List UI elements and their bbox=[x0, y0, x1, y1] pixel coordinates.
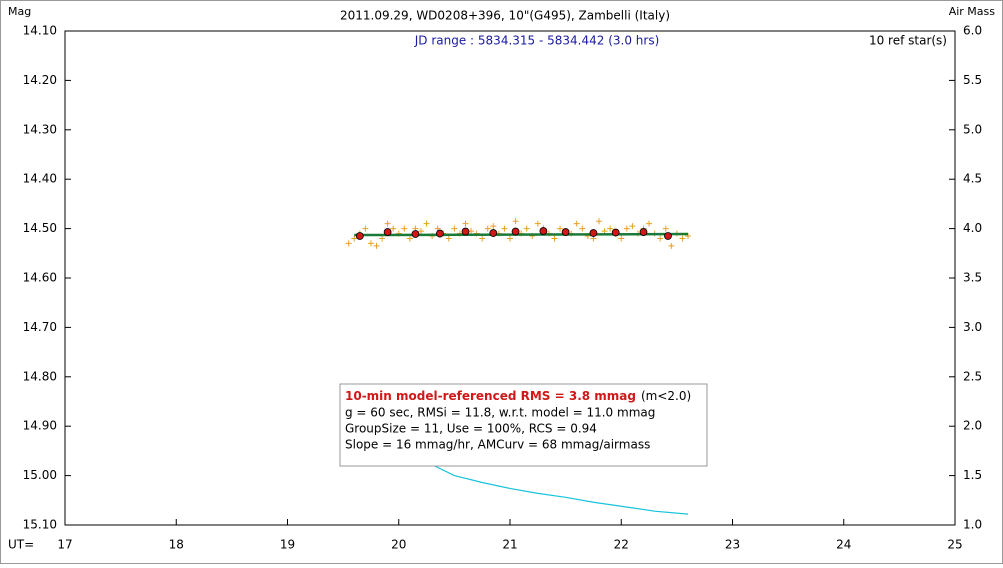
plus-point bbox=[534, 220, 541, 227]
y-tick-label: 14.90 bbox=[23, 419, 57, 433]
plus-point bbox=[401, 225, 408, 232]
plus-point bbox=[512, 218, 519, 225]
plus-point bbox=[646, 220, 653, 227]
plus-point bbox=[445, 235, 452, 242]
plus-point bbox=[462, 220, 469, 227]
bin-point bbox=[611, 228, 620, 237]
plus-point bbox=[668, 242, 675, 249]
jd-range: JD range : 5834.315 - 5834.442 (3.0 hrs) bbox=[414, 34, 660, 48]
plus-point bbox=[523, 225, 530, 232]
bin-point bbox=[539, 227, 548, 235]
plus-point bbox=[685, 233, 691, 240]
bin-point bbox=[436, 229, 444, 238]
plus-point bbox=[345, 240, 352, 247]
y2-tick-label: 5.5 bbox=[963, 73, 982, 87]
plus-point bbox=[557, 225, 564, 232]
x-tick-label: 17 bbox=[57, 538, 72, 552]
plus-point bbox=[423, 220, 430, 227]
y-tick-label: 15.00 bbox=[23, 468, 57, 482]
y-tick-label: 15.10 bbox=[23, 518, 57, 532]
ref-stars: 10 ref star(s) bbox=[869, 34, 947, 48]
y2-tick-label: 1.5 bbox=[963, 468, 982, 482]
plus-point bbox=[573, 220, 580, 227]
plus-point bbox=[579, 225, 586, 232]
y2-axis-label: Air Mass bbox=[949, 5, 996, 18]
stats-line: g = 60 sec, RMSi = 11.8, w.r.t. model = … bbox=[345, 406, 655, 420]
stats-line: GroupSize = 11, Use = 100%, RCS = 0.94 bbox=[345, 422, 597, 436]
bin-point bbox=[383, 228, 392, 236]
plus-point bbox=[657, 235, 664, 242]
plus-point bbox=[484, 225, 491, 232]
bin-point bbox=[511, 227, 520, 236]
bin-point bbox=[589, 229, 598, 237]
plus-point bbox=[596, 218, 602, 225]
y2-tick-label: 3.5 bbox=[963, 271, 982, 285]
plus-point bbox=[451, 225, 458, 232]
y-tick-label: 14.20 bbox=[23, 73, 57, 87]
y-tick-label: 14.70 bbox=[23, 320, 57, 334]
plus-point bbox=[551, 235, 558, 242]
y-tick-label: 14.30 bbox=[23, 122, 57, 136]
plus-point bbox=[362, 225, 369, 232]
x-tick-label: 21 bbox=[502, 538, 517, 552]
x-tick-label: 23 bbox=[725, 538, 740, 552]
y2-tick-label: 1.0 bbox=[963, 518, 982, 532]
series-line bbox=[354, 232, 689, 237]
x-tick-label: 18 bbox=[169, 538, 184, 552]
plus-point bbox=[479, 235, 486, 242]
y-tick-label: 14.40 bbox=[23, 172, 57, 186]
x-tick-label: 20 bbox=[391, 538, 406, 552]
rms-text: 10-min model-referenced RMS = 3.8 mmag (m… bbox=[345, 389, 691, 403]
plus-point bbox=[390, 225, 397, 232]
plus-point bbox=[507, 235, 513, 242]
y2-tick-label: 2.0 bbox=[963, 419, 982, 433]
x-tick-label: 22 bbox=[614, 538, 629, 552]
y-axis-label: Mag bbox=[8, 5, 31, 18]
y2-tick-label: 4.5 bbox=[963, 172, 982, 186]
plus-point bbox=[351, 235, 358, 242]
plus-point bbox=[379, 235, 386, 242]
y-tick-label: 14.50 bbox=[23, 221, 57, 235]
bin-point bbox=[355, 232, 364, 240]
plus-point bbox=[406, 235, 413, 242]
chart-title: 2011.09.29, WD0208+396, 10"(G495), Zambe… bbox=[340, 9, 670, 23]
plus-point bbox=[679, 235, 686, 242]
plus-point bbox=[662, 225, 669, 232]
plus-point bbox=[618, 235, 625, 242]
y2-tick-label: 5.0 bbox=[963, 122, 982, 136]
plus-point bbox=[629, 223, 636, 230]
x-tick-label: 24 bbox=[836, 538, 851, 552]
plus-point bbox=[373, 242, 380, 249]
bin-point bbox=[664, 232, 672, 240]
plus-point bbox=[501, 225, 508, 232]
bin-point bbox=[461, 227, 470, 236]
bin-point bbox=[411, 230, 420, 238]
bin-point bbox=[561, 228, 570, 236]
box bbox=[339, 383, 708, 467]
y-tick-label: 14.80 bbox=[23, 369, 57, 383]
rms: 10-min model-referenced RMS = 3.8 mmag bbox=[345, 389, 636, 403]
x-tick-label: 19 bbox=[280, 538, 295, 552]
plus-point bbox=[367, 240, 374, 247]
bin-point bbox=[639, 228, 648, 236]
y2-tick-label: 2.5 bbox=[963, 369, 982, 383]
x-axis-label: UT= bbox=[8, 538, 34, 552]
y2-tick-label: 3.0 bbox=[963, 320, 982, 334]
rms-note: (m<2.0) bbox=[641, 389, 691, 403]
stats-line: Slope = 16 mmag/hr, AMCurv = 68 mmag/air… bbox=[345, 438, 650, 452]
plus-point bbox=[607, 225, 614, 232]
x-tick-label: 25 bbox=[947, 538, 962, 552]
stats-box: 10-min model-referenced RMS = 3.8 mmag (m… bbox=[339, 383, 708, 467]
bin-point bbox=[489, 229, 498, 237]
y-tick-label: 14.10 bbox=[23, 24, 57, 38]
y2-tick-label: 4.0 bbox=[963, 221, 982, 235]
y-tick-label: 14.60 bbox=[23, 271, 57, 285]
y2-tick-label: 6.0 bbox=[963, 24, 982, 38]
plus-point bbox=[384, 220, 391, 227]
plus-point bbox=[623, 225, 630, 232]
plus-point bbox=[418, 228, 424, 235]
plus-point bbox=[490, 223, 497, 230]
